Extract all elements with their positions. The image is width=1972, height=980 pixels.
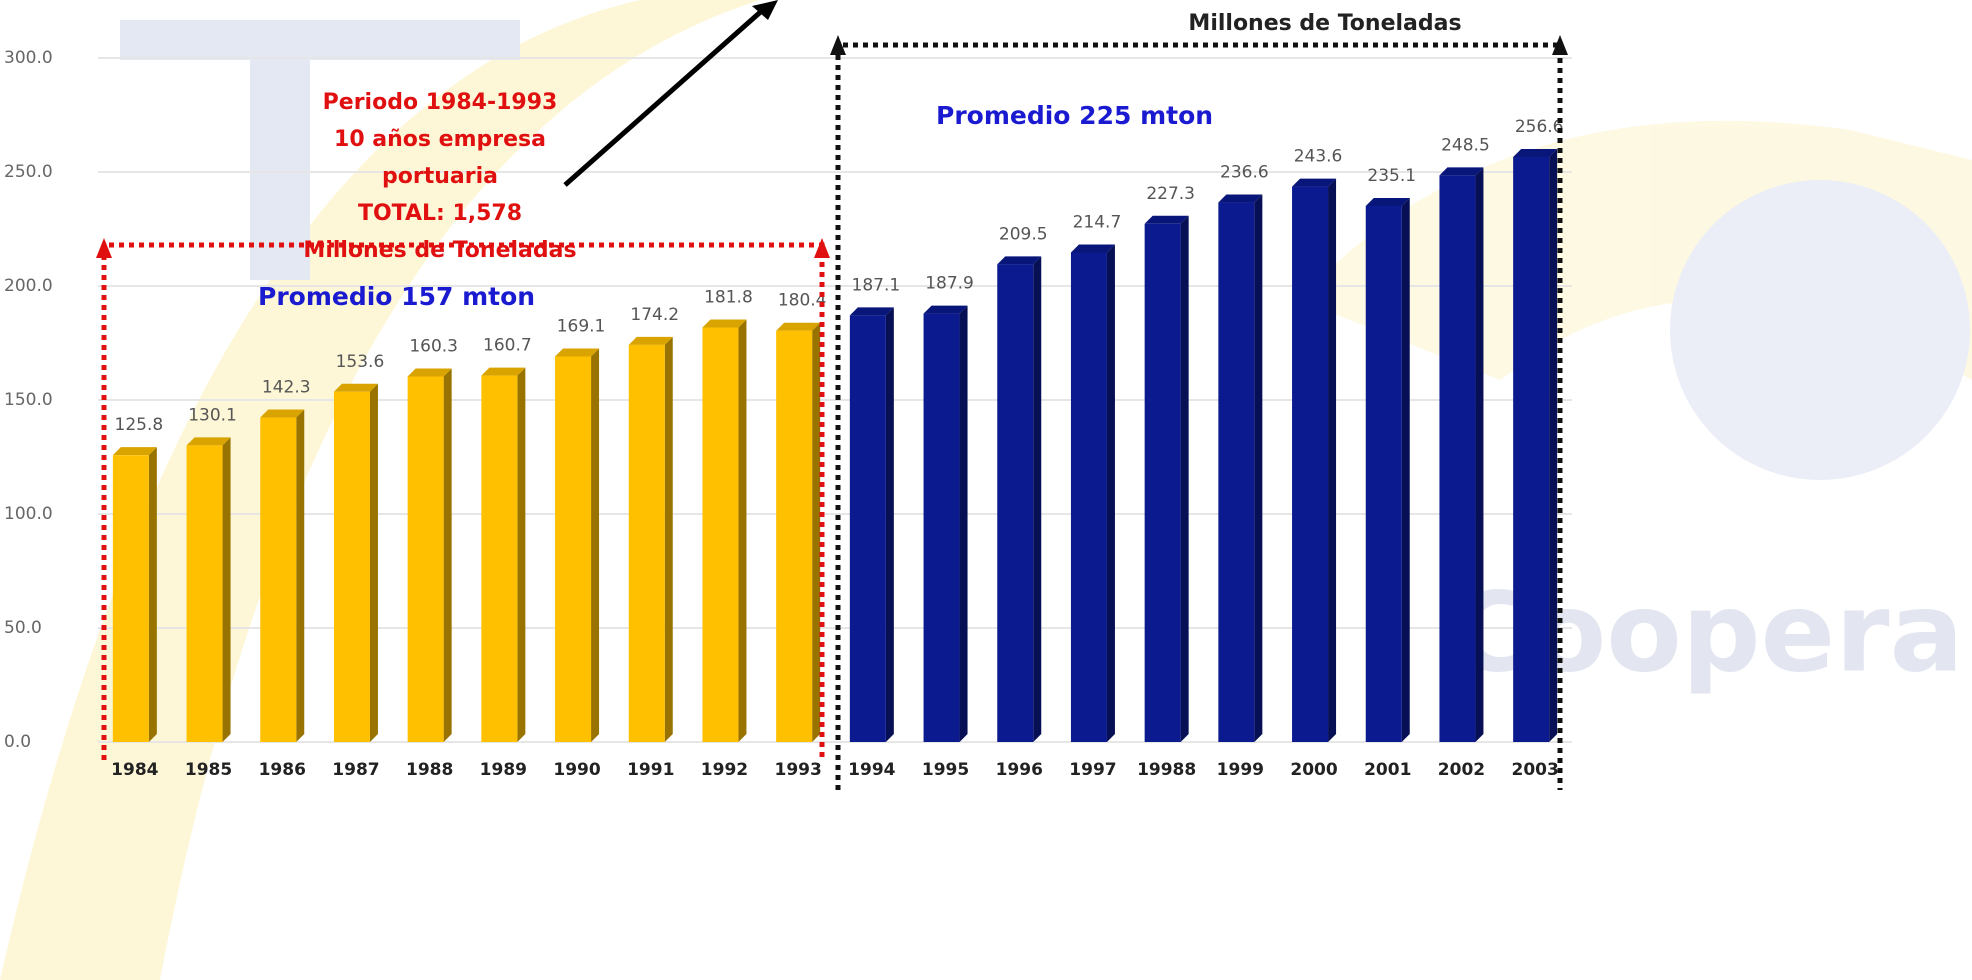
data-label: 256.6 — [1515, 117, 1564, 137]
bar — [1366, 206, 1402, 742]
data-label: 174.2 — [630, 305, 679, 325]
bar-side — [517, 368, 525, 742]
x-tick-label: 1997 — [1069, 760, 1116, 780]
x-tick-label: 1994 — [848, 760, 895, 780]
data-label: 236.6 — [1220, 163, 1269, 183]
grid — [98, 58, 1572, 742]
x-tick-label: 1993 — [774, 760, 821, 780]
bar — [997, 264, 1033, 742]
x-tick-label: 19988 — [1137, 760, 1196, 780]
bar-side — [960, 306, 968, 742]
x-tick-label: 1996 — [996, 760, 1043, 780]
x-tick-label: 2000 — [1290, 760, 1337, 780]
bar-side — [1033, 256, 1041, 742]
bar — [1145, 224, 1181, 742]
bar — [702, 327, 738, 742]
data-label: 160.3 — [409, 337, 458, 357]
x-tick-label: 2003 — [1511, 760, 1558, 780]
bar — [555, 356, 591, 742]
y-tick-label: 50.0 — [4, 618, 42, 638]
bar-side — [370, 384, 378, 742]
bar-side — [665, 337, 673, 742]
bar — [1218, 203, 1254, 742]
data-label: 130.1 — [188, 405, 237, 425]
bar — [776, 331, 812, 742]
bar — [187, 445, 223, 742]
chart: Coopera 125.8130.1142.3153.6160.3160.716… — [0, 0, 1972, 980]
annotation: Periodo 1984-1993 — [323, 90, 558, 115]
y-tick-label: 200.0 — [4, 276, 53, 296]
annotation: portuaria — [382, 164, 498, 189]
bar — [1439, 175, 1475, 742]
bar-side — [1475, 167, 1483, 742]
data-label: 180.4 — [778, 291, 827, 311]
x-tick-label: 1999 — [1217, 760, 1264, 780]
y-tick-label: 100.0 — [4, 504, 53, 524]
data-label: 169.1 — [557, 316, 606, 336]
x-tick-label: 1987 — [332, 760, 379, 780]
annotation: 10 años empresa — [334, 127, 546, 152]
bar — [924, 314, 960, 742]
annotation: Promedio 225 mton — [936, 101, 1213, 130]
x-tick-label: 1986 — [259, 760, 306, 780]
x-tick-label: 1991 — [627, 760, 674, 780]
y-tick-label: 250.0 — [4, 162, 53, 182]
bar — [1292, 187, 1328, 742]
data-label: 248.5 — [1441, 135, 1490, 155]
bar-side — [1328, 179, 1336, 742]
bar-side — [296, 410, 304, 742]
bar-side — [1107, 244, 1115, 742]
data-label: 181.8 — [704, 287, 753, 307]
data-label: 243.6 — [1294, 147, 1343, 167]
x-tick-label: 1989 — [480, 760, 527, 780]
data-label: 142.3 — [262, 378, 311, 398]
bar — [1071, 252, 1107, 742]
x-tick-label: 1984 — [111, 760, 158, 780]
data-label: 214.7 — [1073, 212, 1122, 232]
x-tick-label: 1988 — [406, 760, 453, 780]
bar-side — [149, 447, 157, 742]
bar-side — [812, 323, 820, 742]
bar — [260, 418, 296, 742]
bar-side — [1181, 216, 1189, 742]
bar — [850, 315, 886, 742]
bar-side — [1402, 198, 1410, 742]
x-tick-label: 1992 — [701, 760, 748, 780]
data-label: 187.1 — [852, 275, 901, 295]
x-tick-label: 2001 — [1364, 760, 1411, 780]
x-tick-label: 2002 — [1438, 760, 1485, 780]
bar-side — [1254, 195, 1262, 742]
data-label: 153.6 — [336, 352, 385, 372]
data-label: 125.8 — [115, 415, 164, 435]
bar-side — [223, 437, 231, 742]
bar-side — [444, 369, 452, 742]
data-label: 227.3 — [1146, 184, 1195, 204]
annotation: Millones de Toneladas — [1188, 11, 1461, 36]
bar-side — [886, 307, 894, 742]
data-label: 209.5 — [999, 224, 1048, 244]
bar — [481, 376, 517, 742]
annotation: TOTAL: 1,578 — [358, 201, 522, 226]
data-label: 160.7 — [483, 336, 532, 356]
x-tick-label: 1995 — [922, 760, 969, 780]
data-label: 187.9 — [925, 274, 974, 294]
annotation: Promedio 157 mton — [258, 282, 535, 311]
bar-side — [738, 319, 746, 742]
y-tick-label: 300.0 — [4, 48, 53, 68]
bar — [629, 345, 665, 742]
bar — [408, 377, 444, 742]
bar — [1513, 157, 1549, 742]
bar — [113, 455, 149, 742]
bar — [334, 392, 370, 742]
y-tick-label: 0.0 — [4, 732, 31, 752]
x-tick-label: 1990 — [553, 760, 600, 780]
x-tick-label: 1985 — [185, 760, 232, 780]
bar-side — [591, 348, 599, 742]
data-label: 235.1 — [1367, 166, 1416, 186]
y-tick-label: 150.0 — [4, 390, 53, 410]
bar-side — [1549, 149, 1557, 742]
annotation: Millones de Toneladas — [303, 238, 576, 263]
